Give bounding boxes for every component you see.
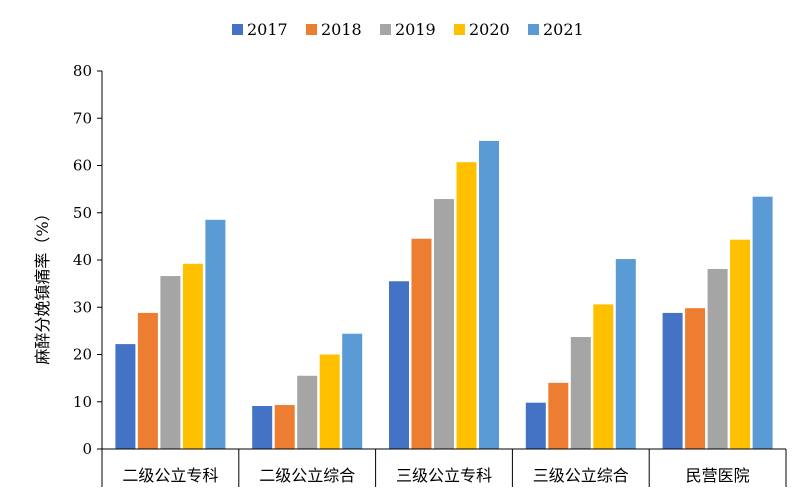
bar-2020 bbox=[730, 239, 751, 449]
legend-swatch bbox=[232, 24, 243, 35]
bar-2020 bbox=[319, 354, 340, 449]
category-label: 三级公立专科 bbox=[396, 466, 492, 485]
bar-2017 bbox=[252, 406, 273, 449]
bar-2018 bbox=[274, 405, 295, 449]
legend-swatch bbox=[528, 24, 539, 35]
legend-label: 2021 bbox=[543, 20, 584, 39]
bar-2021 bbox=[615, 259, 636, 449]
bar-2018 bbox=[411, 238, 432, 449]
bar-2019 bbox=[160, 276, 181, 449]
bar-2020 bbox=[456, 162, 477, 449]
bar-2017 bbox=[389, 281, 409, 449]
bar-2018 bbox=[548, 382, 569, 449]
y-tick-label: 20 bbox=[73, 346, 92, 364]
bar-2021 bbox=[479, 140, 499, 449]
bar-2018 bbox=[685, 308, 706, 449]
bar-2021 bbox=[342, 333, 363, 449]
bar-2020 bbox=[593, 304, 614, 449]
legend-label: 2017 bbox=[247, 20, 288, 39]
y-axis-ticks: 0 10 20 30 40 50 60 70 80 bbox=[73, 62, 103, 458]
y-tick-label: 60 bbox=[73, 157, 92, 175]
x-axis bbox=[101, 448, 787, 487]
bar-2021 bbox=[205, 219, 226, 449]
category-label: 三级公立综合 bbox=[533, 466, 629, 485]
y-tick-label: 30 bbox=[73, 298, 92, 316]
bar-2017 bbox=[115, 344, 136, 449]
legend-swatch bbox=[306, 24, 317, 35]
bar-2020 bbox=[182, 263, 203, 449]
y-tick-label: 0 bbox=[82, 440, 92, 458]
bar-2017 bbox=[662, 312, 683, 449]
legend: 2017 2018 2019 2020 2021 bbox=[232, 20, 584, 39]
bar-2018 bbox=[137, 312, 158, 449]
category-label: 二级公立专科 bbox=[122, 466, 218, 485]
bars bbox=[115, 140, 773, 449]
bar-2019 bbox=[707, 268, 728, 449]
y-tick-label: 50 bbox=[73, 204, 92, 222]
bar-2019 bbox=[434, 199, 454, 449]
bar-2017 bbox=[525, 402, 546, 449]
y-axis-title: 麻醉分娩镇痛率（%） bbox=[33, 205, 52, 364]
category-labels: 二级公立专科 二级公立综合 三级公立专科 三级公立综合 民营医院 bbox=[122, 466, 749, 485]
y-tick-label: 80 bbox=[73, 62, 92, 80]
y-tick-label: 70 bbox=[73, 109, 92, 127]
y-tick-label: 40 bbox=[73, 251, 92, 269]
legend-swatch bbox=[454, 24, 465, 35]
bar-2019 bbox=[570, 337, 591, 449]
legend-label: 2020 bbox=[469, 20, 510, 39]
legend-label: 2019 bbox=[395, 20, 436, 39]
category-label: 民营医院 bbox=[686, 466, 750, 485]
legend-label: 2018 bbox=[321, 20, 362, 39]
category-label: 二级公立综合 bbox=[259, 466, 355, 485]
bar-2019 bbox=[297, 375, 318, 449]
bar-2021 bbox=[752, 196, 773, 449]
legend-swatch bbox=[380, 24, 391, 35]
y-tick-label: 10 bbox=[73, 393, 92, 411]
